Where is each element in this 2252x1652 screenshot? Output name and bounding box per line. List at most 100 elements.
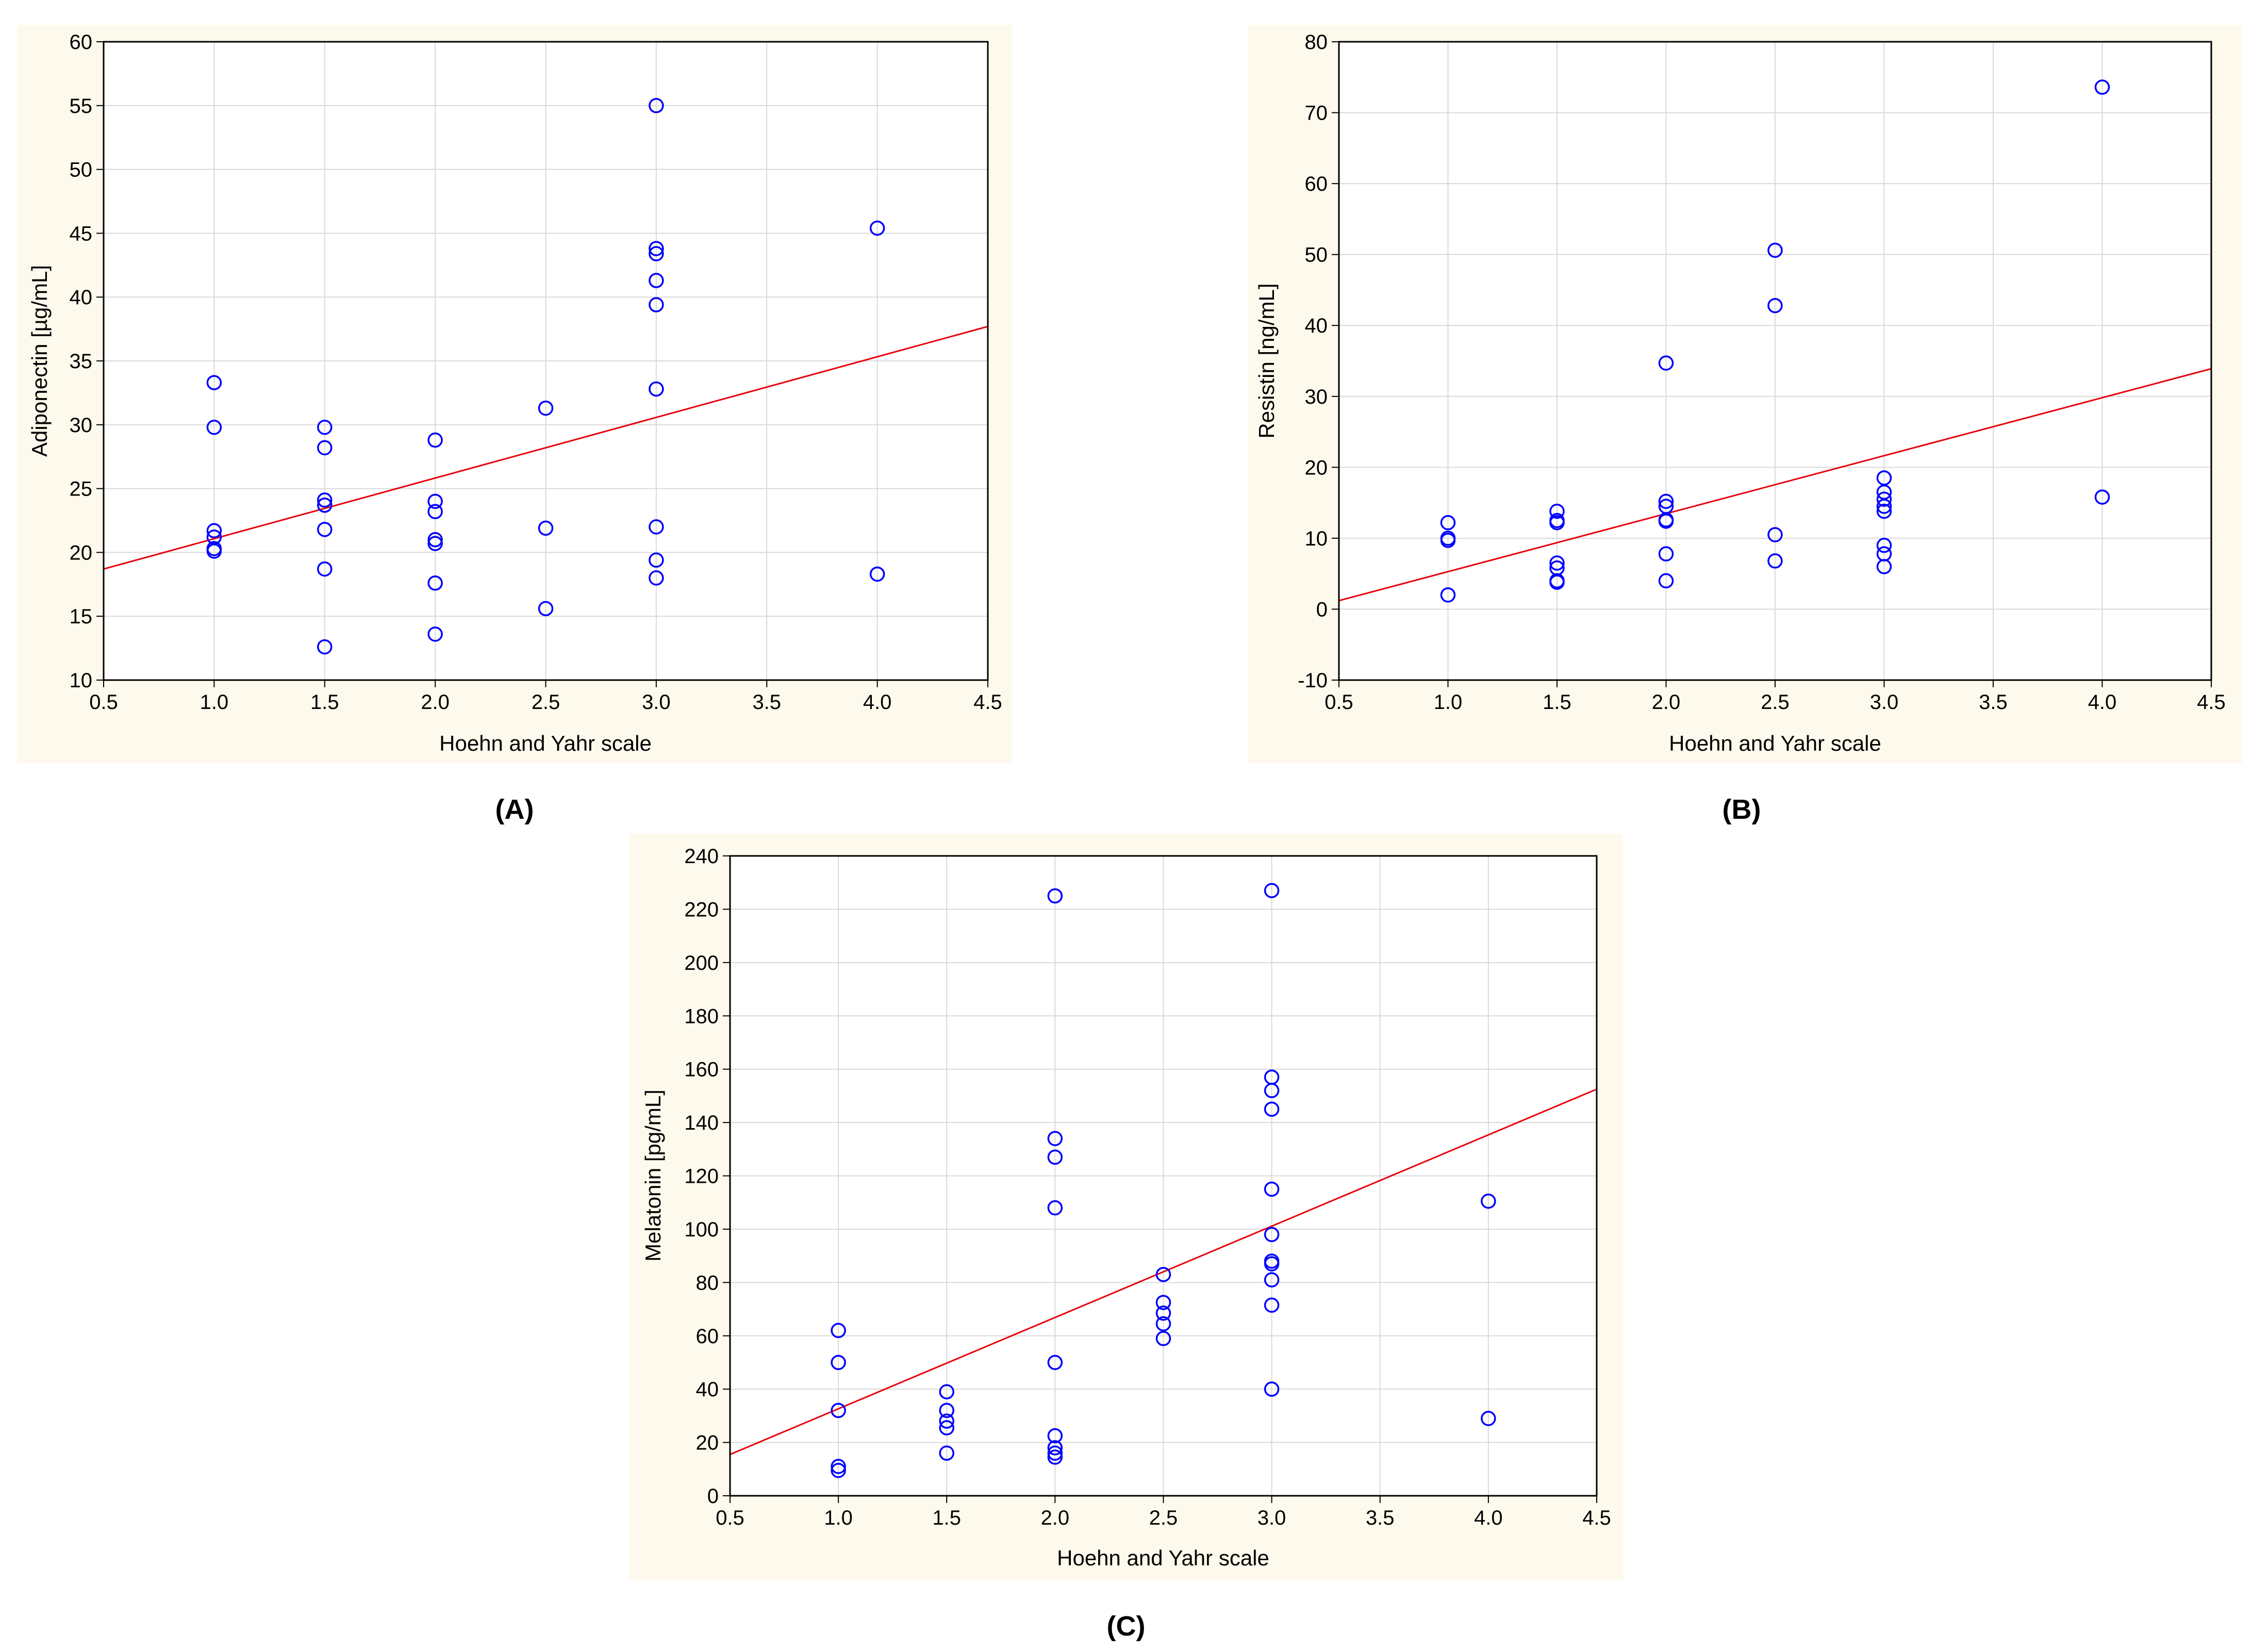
- data-points: [831, 883, 1496, 1478]
- x-axis-title: Hoehn and Yahr scale: [1669, 731, 1881, 755]
- x-tick-label: 1.0: [824, 1507, 853, 1529]
- data-point: [1047, 888, 1063, 904]
- panel-label-b: (B): [1723, 794, 1761, 825]
- data-point: [1549, 515, 1565, 531]
- y-tick-label: 40: [70, 286, 93, 309]
- y-tick-label: 80: [1305, 31, 1328, 54]
- data-point: [1264, 1227, 1280, 1243]
- data-point: [317, 522, 333, 537]
- data-point: [1481, 1193, 1496, 1209]
- x-tick-label: 4.5: [1582, 1507, 1611, 1529]
- y-tick-label: 20: [70, 541, 93, 564]
- x-tick-label: 2.0: [1652, 691, 1681, 714]
- y-tick-label: 140: [684, 1112, 719, 1134]
- melatonin-chart: 0.5 1.0 1.5 2.0 2.5 3.0 3.5 4.0 4.5 0 20 40 60 80 100…: [629, 834, 1623, 1580]
- data-point: [831, 1354, 846, 1370]
- y-tick-label: 220: [684, 898, 719, 921]
- y-axis-title: Adiponectin [µg/mL]: [27, 265, 52, 457]
- y-axis-title: Melatonin [pg/mL]: [641, 1089, 665, 1262]
- data-point: [1047, 1200, 1063, 1216]
- data-point: [939, 1384, 954, 1400]
- y-tick-label: 25: [70, 478, 93, 501]
- data-point: [1155, 1306, 1171, 1321]
- x-tick-label: 1.0: [200, 691, 229, 714]
- data-point: [427, 432, 443, 448]
- regression-line-group: [103, 325, 988, 570]
- x-tick-label: 3.5: [1979, 691, 2008, 714]
- x-tick-label: 4.0: [2088, 691, 2117, 714]
- x-tick-label: 3.0: [642, 691, 671, 714]
- data-point: [649, 381, 664, 397]
- data-point: [317, 492, 333, 508]
- x-tick-label: 4.5: [2197, 691, 2226, 714]
- y-tick-label: 45: [70, 222, 93, 245]
- x-tick-labels: 0.5 1.0 1.5 2.0 2.5 3.0 3.5 4.0 4.5: [716, 1496, 1611, 1529]
- data-point: [1549, 503, 1565, 519]
- data-point: [1767, 242, 1783, 258]
- data-point: [1264, 883, 1280, 898]
- y-tick-labels: 0 20 40 60 80 100 120 140 160 180 200 220 240: [684, 845, 730, 1508]
- data-point: [206, 543, 222, 559]
- data-point: [1264, 1381, 1280, 1397]
- y-tick-label: 40: [1305, 315, 1328, 337]
- data-point: [206, 375, 222, 390]
- data-point: [1658, 493, 1674, 509]
- x-tick-label: 1.5: [1543, 691, 1571, 714]
- regression-line-group: [730, 1088, 1597, 1456]
- y-axis-title: Resistin [ng/mL]: [1254, 283, 1279, 438]
- x-tick-label: 4.0: [1474, 1507, 1503, 1529]
- y-tick-label: 0: [707, 1485, 719, 1508]
- data-point: [317, 498, 333, 513]
- y-tick-label: 200: [684, 952, 719, 974]
- data-point: [1047, 1354, 1063, 1370]
- y-tick-label: 15: [70, 605, 93, 628]
- data-point: [1549, 555, 1565, 571]
- data-point: [427, 626, 443, 642]
- x-tick-label: 1.0: [1434, 691, 1463, 714]
- grid-lines: [103, 41, 988, 681]
- data-point: [1658, 355, 1674, 371]
- y-tick-label: 240: [684, 845, 719, 868]
- data-point: [649, 273, 664, 288]
- y-tick-label: 0: [1316, 598, 1328, 621]
- data-point: [427, 504, 443, 519]
- x-tick-label: 2.5: [1149, 1507, 1178, 1529]
- x-tick-label: 1.5: [310, 691, 339, 714]
- x-tick-label: 3.0: [1870, 691, 1899, 714]
- data-point: [1767, 298, 1783, 313]
- y-tick-label: 80: [696, 1271, 719, 1294]
- y-tick-label: 40: [696, 1378, 719, 1401]
- data-point: [1876, 499, 1892, 514]
- x-tick-label: 3.5: [752, 691, 781, 714]
- data-point: [1876, 559, 1892, 574]
- y-tick-label: 70: [1305, 102, 1328, 125]
- x-tick-label: 0.5: [89, 691, 118, 714]
- data-point: [649, 570, 664, 586]
- data-point: [1767, 553, 1783, 569]
- data-point: [831, 1463, 846, 1478]
- data-point: [317, 440, 333, 456]
- y-tick-label: 35: [70, 350, 93, 373]
- y-tick-label: 30: [70, 414, 93, 437]
- x-tick-label: 3.0: [1257, 1507, 1286, 1529]
- data-point: [2094, 489, 2110, 505]
- data-point: [206, 523, 222, 539]
- panel-label-a: (A): [495, 794, 534, 825]
- y-tick-label: 10: [1305, 527, 1328, 550]
- x-tick-label: 2.0: [421, 691, 450, 714]
- x-tick-label: 2.5: [1761, 691, 1790, 714]
- data-point: [317, 561, 333, 577]
- data-point: [831, 1459, 846, 1474]
- data-point: [939, 1402, 954, 1418]
- data-point: [1155, 1331, 1171, 1346]
- y-tick-label: 10: [70, 669, 93, 692]
- data-point: [1047, 1440, 1063, 1456]
- x-tick-label: 0.5: [716, 1507, 744, 1529]
- x-tick-label: 1.5: [932, 1507, 961, 1529]
- data-point: [869, 220, 885, 236]
- y-tick-label: 50: [1305, 244, 1328, 267]
- x-axis-title: Hoehn and Yahr scale: [439, 731, 652, 755]
- y-tick-label: 160: [684, 1059, 719, 1081]
- data-point: [1264, 1083, 1280, 1098]
